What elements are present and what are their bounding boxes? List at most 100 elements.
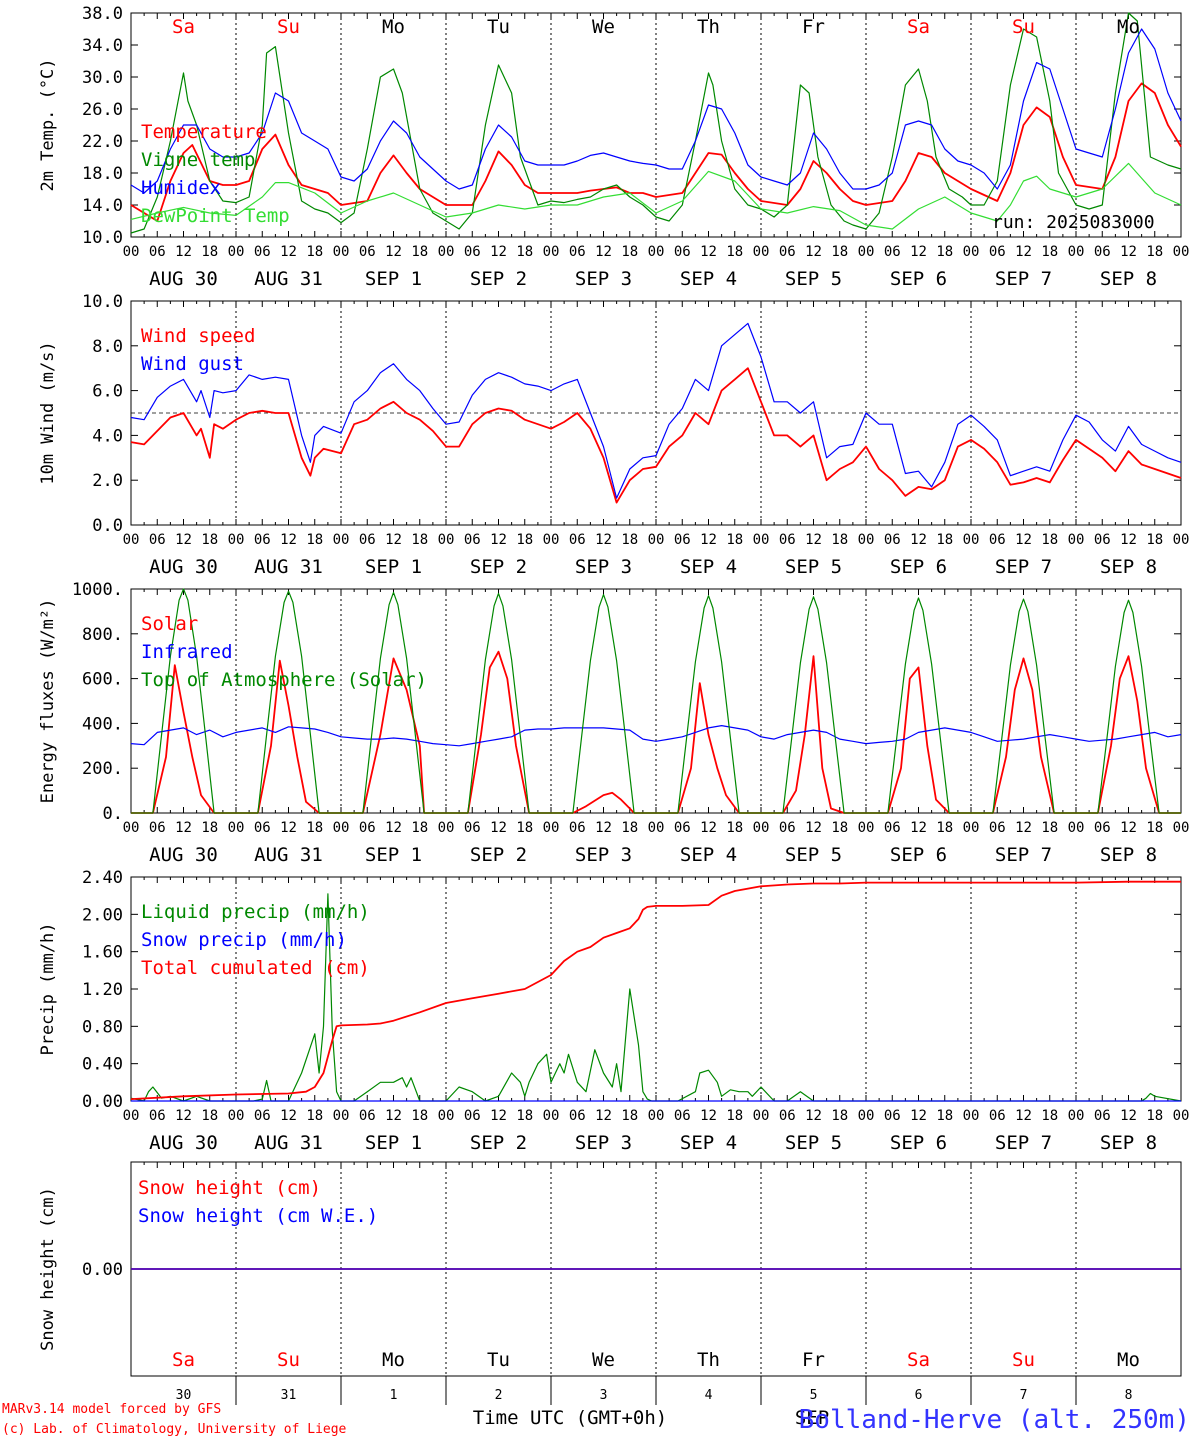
hour-label: 12: [385, 244, 402, 260]
weekday-label: Su: [277, 1349, 300, 1371]
date-label: SEP 1: [365, 844, 422, 866]
hour-label: 00: [123, 244, 140, 260]
y-tick-label: 6.0: [92, 382, 123, 402]
hour-label: 00: [228, 532, 245, 548]
hour-label: 06: [1094, 820, 1111, 836]
weekday-label: Fr: [802, 1349, 825, 1371]
hour-label: 18: [726, 820, 743, 836]
date-label: SEP 4: [680, 268, 737, 290]
hour-label: 06: [1094, 532, 1111, 548]
hour-label: 00: [753, 820, 770, 836]
y-tick-label: 2.0: [92, 471, 123, 491]
y-tick-label: 400.: [82, 714, 123, 734]
y-tick-label: 2.40: [82, 868, 123, 888]
hour-label: 00: [753, 532, 770, 548]
hour-label: 06: [149, 244, 166, 260]
hour-label: 12: [910, 820, 927, 836]
hour-label: 12: [1120, 820, 1137, 836]
date-label: AUG 30: [149, 1132, 218, 1154]
date-label: SEP 7: [995, 1132, 1052, 1154]
date-label: SEP 5: [785, 556, 842, 578]
weekday-label: Tu: [487, 16, 510, 38]
weekday-label: Mo: [1117, 16, 1140, 38]
hour-label: 00: [123, 532, 140, 548]
hour-label: 18: [936, 532, 953, 548]
date-label: SEP 7: [995, 844, 1052, 866]
hour-label: 18: [621, 532, 638, 548]
hour-label: 18: [726, 244, 743, 260]
y-tick-label: 200.: [82, 759, 123, 779]
hour-label: 12: [805, 244, 822, 260]
hour-label: 06: [464, 1108, 481, 1124]
weekday-label: We: [592, 1349, 615, 1371]
hour-label: 00: [753, 1108, 770, 1124]
hour-label: 00: [333, 820, 350, 836]
weekday-label: Su: [1012, 16, 1035, 38]
date-label: AUG 31: [254, 1132, 323, 1154]
hour-label: 18: [201, 532, 218, 548]
y-tick-label: 1.20: [82, 980, 123, 1000]
hour-label: 06: [254, 1108, 271, 1124]
date-label: AUG 30: [149, 268, 218, 290]
hour-label: 12: [1120, 1108, 1137, 1124]
y-axis-label: Snow height (cm): [38, 1187, 58, 1351]
hour-label: 12: [595, 244, 612, 260]
hour-label: 00: [963, 820, 980, 836]
hour-label: 18: [936, 1108, 953, 1124]
hour-label: 18: [306, 244, 323, 260]
series-line: [130, 880, 1181, 1100]
hour-label: 00: [963, 532, 980, 548]
hour-label: 00: [438, 1108, 455, 1124]
hour-label: 06: [464, 244, 481, 260]
hour-label: 06: [674, 820, 691, 836]
hour-label: 06: [149, 820, 166, 836]
hour-label: 12: [1120, 244, 1137, 260]
date-label: SEP 7: [995, 556, 1052, 578]
hour-label: 18: [1146, 532, 1163, 548]
y-tick-label: 2.00: [82, 905, 123, 925]
hour-label: 00: [1173, 820, 1190, 836]
hour-label: 00: [123, 820, 140, 836]
day-number: 6: [915, 1388, 923, 1403]
date-label: SEP 8: [1100, 844, 1157, 866]
legend-entry: Infrared: [141, 641, 233, 663]
hour-label: 00: [543, 532, 560, 548]
hour-label: 06: [779, 532, 796, 548]
date-label: SEP 2: [470, 268, 527, 290]
hour-label: 18: [831, 1108, 848, 1124]
hour-label: 00: [1068, 820, 1085, 836]
y-tick-label: 0.0: [92, 516, 123, 536]
hour-label: 00: [858, 820, 875, 836]
hour-label: 18: [621, 1108, 638, 1124]
date-label: SEP 6: [890, 556, 947, 578]
hour-label: 18: [831, 532, 848, 548]
hour-label: 06: [779, 820, 796, 836]
legend-entry: Humidex: [141, 177, 221, 199]
day-number: 3: [600, 1388, 608, 1403]
date-label: SEP 8: [1100, 268, 1157, 290]
legend-entry: Top of Atmosphere (Solar): [141, 669, 427, 691]
y-tick-label: 4.0: [92, 426, 123, 446]
hour-label: 12: [595, 1108, 612, 1124]
hour-label: 06: [569, 820, 586, 836]
hour-label: 12: [175, 1108, 192, 1124]
hour-label: 00: [963, 244, 980, 260]
hour-label: 18: [621, 244, 638, 260]
hour-label: 06: [989, 1108, 1006, 1124]
series-line: [130, 12, 1182, 234]
y-tick-label: 0.00: [82, 1260, 123, 1280]
series-line: [130, 162, 1182, 230]
hour-label: 12: [910, 1108, 927, 1124]
y-tick-label: 34.0: [82, 36, 123, 56]
hour-label: 06: [884, 532, 901, 548]
hour-label: 00: [1068, 532, 1085, 548]
hour-label: 06: [1094, 244, 1111, 260]
hour-label: 12: [385, 1108, 402, 1124]
date-label: SEP 8: [1100, 556, 1157, 578]
date-label: SEP 8: [1100, 1132, 1157, 1154]
hour-label: 00: [228, 1108, 245, 1124]
hour-label: 12: [805, 820, 822, 836]
panel-1: 10.0 14.0 18.0 22.0 26.0 30.0 34.0 38.0 2m Temp.…: [38, 4, 1189, 290]
date-label: SEP 4: [680, 1132, 737, 1154]
